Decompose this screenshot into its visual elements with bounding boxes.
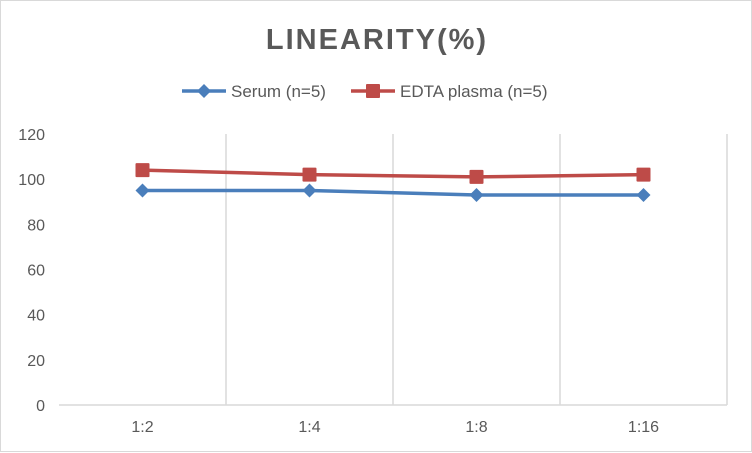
series-group <box>135 163 651 202</box>
diamond-marker <box>197 84 211 98</box>
square-marker <box>302 167 317 182</box>
y-axis: 0 20 40 60 80 100 120 <box>18 127 45 415</box>
x-tick-label: 1:4 <box>298 419 320 436</box>
y-tick-label: 20 <box>27 353 45 370</box>
grid <box>59 134 728 406</box>
series-edta <box>135 163 651 184</box>
y-tick-label: 60 <box>27 263 45 280</box>
diamond-marker <box>469 187 484 202</box>
square-marker <box>366 84 380 98</box>
square-marker <box>135 163 150 178</box>
series-serum <box>135 183 651 202</box>
x-tick-label: 1:8 <box>465 419 487 436</box>
square-marker <box>469 169 484 184</box>
series-line <box>142 168 644 179</box>
y-tick-label: 120 <box>18 127 45 144</box>
y-tick-label: 0 <box>36 398 45 415</box>
y-tick-label: 100 <box>18 172 45 189</box>
y-tick-label: 80 <box>27 217 45 234</box>
diamond-marker <box>302 183 317 198</box>
diamond-marker <box>135 183 150 198</box>
diamond-marker <box>636 187 651 202</box>
legend-label: EDTA plasma (n=5) <box>400 82 548 101</box>
legend-item: Serum (n=5) <box>182 82 326 101</box>
x-tick-label: 1:16 <box>628 419 659 436</box>
square-marker <box>636 167 651 182</box>
legend: Serum (n=5) EDTA plasma (n=5) <box>182 82 548 101</box>
chart-title: LINEARITY(%) <box>266 24 488 56</box>
x-axis: 1:2 1:4 1:8 1:16 <box>131 419 659 436</box>
y-tick-label: 40 <box>27 308 45 325</box>
legend-label: Serum (n=5) <box>231 82 326 101</box>
series-line <box>142 188 644 197</box>
legend-item: EDTA plasma (n=5) <box>351 82 548 101</box>
x-tick-label: 1:2 <box>131 419 153 436</box>
